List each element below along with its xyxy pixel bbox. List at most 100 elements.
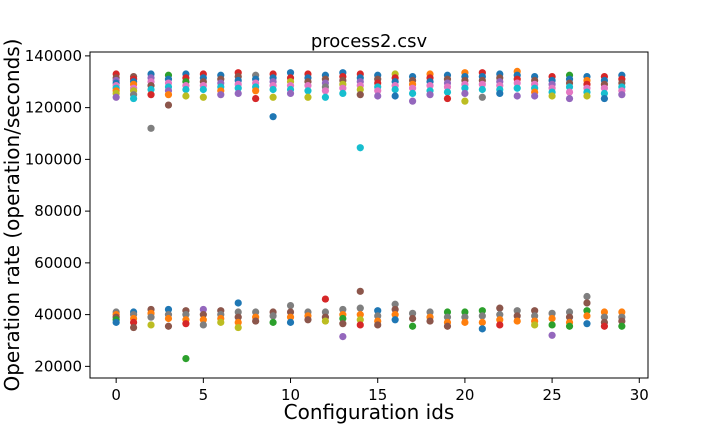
- data-point: [548, 314, 556, 323]
- data-point: [374, 307, 382, 315]
- data-point: [269, 85, 277, 94]
- data-point: [583, 307, 591, 315]
- data-point: [583, 312, 591, 320]
- data-point: [129, 94, 138, 103]
- data-point: [234, 299, 242, 307]
- data-point: [182, 320, 190, 328]
- data-point: [600, 89, 609, 97]
- data-point: [374, 87, 382, 95]
- data-point: [199, 93, 207, 101]
- data-point: [583, 320, 591, 328]
- data-point: [356, 321, 364, 329]
- data-point: [164, 314, 173, 323]
- data-point: [199, 311, 207, 319]
- data-point: [565, 313, 574, 321]
- x-tick-label: 30: [630, 386, 649, 404]
- x-tick-label: 25: [543, 386, 562, 404]
- y-tick-label: 120000: [25, 99, 82, 117]
- data-point: [443, 94, 452, 103]
- data-point: [461, 313, 469, 321]
- data-point: [391, 311, 399, 319]
- data-point: [513, 84, 521, 92]
- data-point: [391, 305, 399, 314]
- data-point: [496, 304, 504, 312]
- data-point: [408, 309, 417, 317]
- data-point: [321, 87, 330, 95]
- data-point: [356, 91, 364, 99]
- data-point: [234, 308, 242, 316]
- x-tick-label: 20: [455, 386, 474, 404]
- data-point: [478, 325, 486, 333]
- data-point: [513, 92, 521, 100]
- data-point: [182, 92, 190, 100]
- data-point: [182, 311, 190, 319]
- data-point: [583, 292, 591, 301]
- data-point: [286, 301, 295, 310]
- data-point: [408, 97, 417, 105]
- data-point: [252, 94, 260, 103]
- data-point: [531, 321, 539, 329]
- data-point: [478, 80, 486, 88]
- data-point: [618, 91, 626, 99]
- data-point: [217, 318, 225, 326]
- data-point: [164, 305, 173, 314]
- y-axis-ticks: 20000 40000 60000 80000 100000 120000 140000: [25, 47, 90, 375]
- data-point: [496, 311, 504, 319]
- data-point: [147, 313, 155, 321]
- data-point: [374, 92, 382, 100]
- data-point: [565, 88, 574, 96]
- data-point: [304, 93, 312, 101]
- data-point: [339, 89, 347, 97]
- data-point: [286, 69, 295, 77]
- data-point: [531, 312, 539, 320]
- data-point: [565, 322, 574, 330]
- data-point: [164, 322, 173, 330]
- data-point: [286, 89, 295, 97]
- y-tick-label: 80000: [34, 202, 82, 220]
- data-point: [339, 305, 347, 314]
- data-point: [478, 312, 486, 320]
- data-point: [112, 93, 120, 101]
- data-point: [269, 113, 277, 121]
- data-point: [217, 91, 225, 99]
- data-point: [548, 331, 556, 339]
- data-point: [408, 84, 417, 92]
- data-point: [443, 88, 452, 96]
- data-point: [321, 317, 330, 325]
- data-point: [182, 354, 190, 363]
- data-point: [304, 87, 312, 95]
- data-point: [339, 333, 347, 341]
- data-point: [513, 307, 521, 315]
- data-points: [112, 67, 626, 363]
- data-point: [426, 91, 434, 99]
- data-point: [252, 308, 260, 316]
- data-point: [583, 92, 591, 100]
- data-point: [304, 316, 312, 324]
- data-point: [147, 91, 155, 99]
- x-tick-label: 5: [199, 386, 209, 404]
- data-point: [339, 314, 347, 323]
- data-point: [234, 323, 242, 332]
- y-tick-label: 40000: [34, 306, 82, 324]
- data-point: [443, 308, 452, 316]
- data-point: [531, 92, 539, 100]
- data-point: [199, 85, 207, 94]
- data-point: [356, 85, 364, 94]
- data-point: [618, 322, 626, 330]
- data-point: [496, 89, 504, 97]
- data-point: [618, 317, 626, 325]
- data-point: [513, 317, 521, 325]
- data-point: [112, 318, 120, 326]
- data-point: [391, 85, 399, 94]
- x-tick-label: 15: [368, 386, 387, 404]
- x-axis-ticks: 0 5 10 15 20 25 30: [111, 378, 649, 404]
- y-axis-label: Operation rate (operation/seconds): [0, 39, 24, 392]
- data-point: [496, 321, 504, 329]
- data-point: [147, 85, 155, 94]
- data-point: [147, 124, 155, 132]
- x-axis-label: Configuration ids: [284, 400, 455, 424]
- y-tick-label: 20000: [34, 357, 82, 375]
- data-point: [478, 307, 486, 315]
- data-point: [600, 94, 609, 103]
